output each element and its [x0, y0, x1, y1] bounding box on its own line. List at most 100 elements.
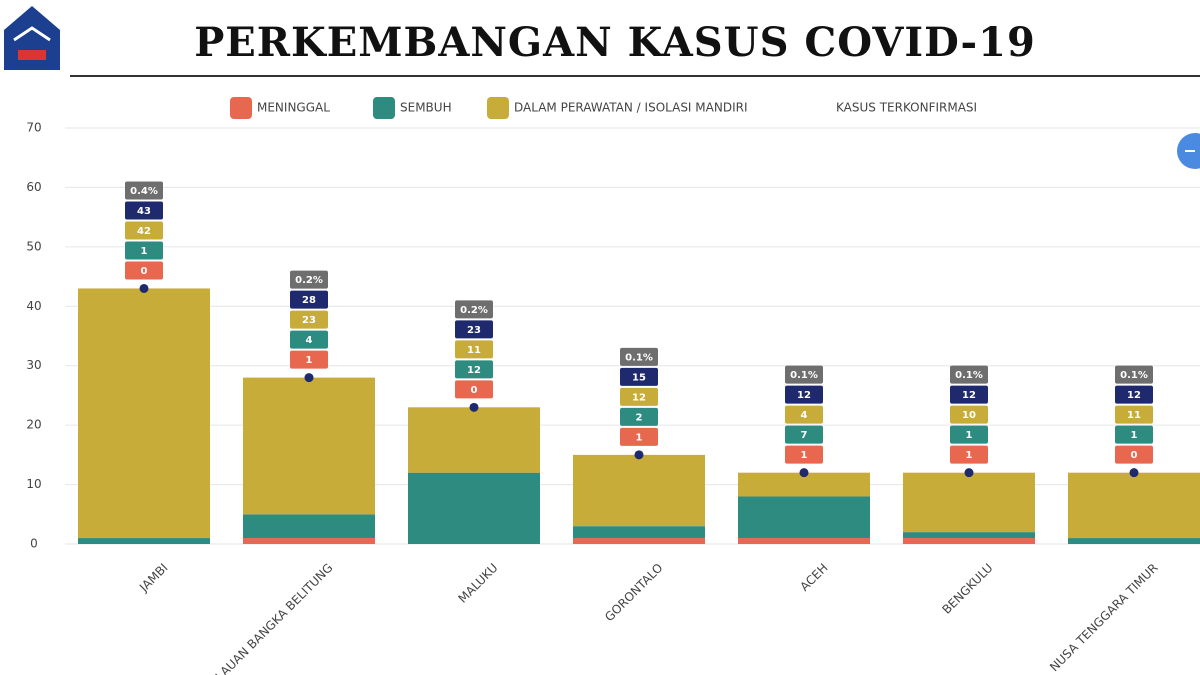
- label-box: [290, 290, 328, 309]
- data-label: 1: [801, 450, 808, 461]
- label-box: [785, 425, 823, 444]
- legend-label: MENINGGAL: [257, 101, 330, 115]
- data-label: 0: [1131, 450, 1138, 461]
- label-box: [950, 365, 988, 384]
- data-label: 1: [966, 430, 973, 441]
- bar-segment: [903, 538, 1035, 544]
- data-label: 1: [141, 246, 148, 257]
- data-label: 0: [141, 266, 148, 277]
- x-tick-label: JAMBI: [136, 561, 170, 595]
- data-label: 11: [467, 345, 481, 356]
- y-tick-label: 70: [26, 121, 41, 135]
- data-label: 1: [966, 450, 973, 461]
- data-label: 0.1%: [790, 370, 818, 381]
- label-box: [620, 387, 658, 406]
- data-label: 12: [1127, 390, 1141, 401]
- x-tick-label: NUSA TENGGARA TIMUR: [1047, 561, 1161, 675]
- data-label: 23: [302, 315, 316, 326]
- x-tick-label: ACEH: [797, 561, 830, 594]
- x-tick-label: BENGKULU: [940, 561, 996, 617]
- data-label: 0.1%: [955, 370, 983, 381]
- data-label: 0.1%: [1120, 370, 1148, 381]
- label-box: [125, 181, 163, 200]
- data-label: 15: [632, 372, 646, 383]
- label-box: [125, 241, 163, 260]
- label-box: [455, 380, 493, 399]
- bar-segment: [243, 377, 375, 515]
- bar-segment: [243, 514, 375, 539]
- label-box: [290, 270, 328, 289]
- data-label: 42: [137, 226, 151, 237]
- y-tick-label: 20: [26, 418, 41, 432]
- data-label: 0.2%: [295, 275, 323, 286]
- label-box: [455, 300, 493, 319]
- label-box: [620, 347, 658, 366]
- point: [799, 468, 809, 478]
- data-label: 0.1%: [625, 352, 653, 363]
- legend-swatch: [373, 97, 395, 119]
- label-box: [1115, 425, 1153, 444]
- label-box: [455, 340, 493, 359]
- label-box: [125, 221, 163, 240]
- data-label: 12: [467, 365, 481, 376]
- legend-swatch: [230, 97, 252, 119]
- label-box: [620, 427, 658, 446]
- bar-segment: [1068, 538, 1200, 544]
- label-box: [950, 405, 988, 424]
- data-label: 7: [801, 430, 808, 441]
- data-label: 0.2%: [460, 305, 488, 316]
- data-label: 2: [636, 412, 643, 423]
- data-label: 1: [306, 355, 313, 366]
- label-box: [950, 445, 988, 464]
- y-tick-label: 40: [26, 299, 41, 313]
- bar-segment: [903, 472, 1035, 533]
- point: [469, 402, 479, 412]
- label-box: [950, 385, 988, 404]
- data-label: 11: [1127, 410, 1141, 421]
- data-label: 4: [306, 335, 313, 346]
- data-label: 10: [962, 410, 976, 421]
- y-tick-label: 60: [26, 180, 41, 194]
- bar-segment: [903, 532, 1035, 539]
- label-box: [785, 405, 823, 424]
- bar-segment: [738, 472, 870, 497]
- label-box: [125, 261, 163, 280]
- label-box: [785, 385, 823, 404]
- point: [1129, 468, 1139, 478]
- legend-swatch: [487, 97, 509, 119]
- x-tick-label: GORONTALO: [602, 561, 666, 625]
- bar-segment: [78, 538, 210, 544]
- y-tick-label: 50: [26, 239, 41, 253]
- label-box: [290, 310, 328, 329]
- data-label: 4: [801, 410, 808, 421]
- label-box: [455, 360, 493, 379]
- bar-segment: [573, 454, 705, 527]
- label-box: [785, 365, 823, 384]
- label-box: [950, 425, 988, 444]
- bar-segment: [573, 538, 705, 544]
- point: [634, 450, 644, 460]
- point: [964, 468, 974, 478]
- label-box: [125, 201, 163, 220]
- y-tick-label: 10: [26, 477, 41, 491]
- bar-segment: [408, 472, 540, 544]
- bar-segment: [408, 407, 540, 473]
- data-label: 28: [302, 295, 316, 306]
- data-label: 12: [962, 390, 976, 401]
- logo: [4, 6, 60, 70]
- label-box: [455, 320, 493, 339]
- label-box: [620, 367, 658, 386]
- data-label: 1: [1131, 430, 1138, 441]
- label-box: [1115, 405, 1153, 424]
- point: [139, 283, 149, 293]
- bar-segment: [78, 288, 210, 539]
- bar-segment: [573, 526, 705, 539]
- data-label: 43: [137, 206, 151, 217]
- bar-segment: [1068, 472, 1200, 539]
- data-label: 0: [471, 385, 478, 396]
- y-tick-label: 30: [26, 358, 41, 372]
- point: [304, 373, 314, 383]
- bar-segment: [243, 538, 375, 544]
